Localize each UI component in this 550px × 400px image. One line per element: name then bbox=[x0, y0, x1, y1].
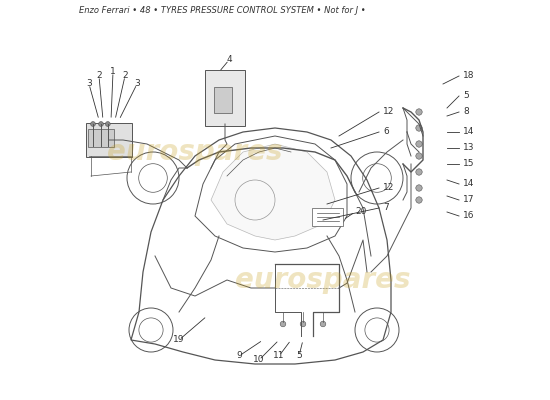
Text: 7: 7 bbox=[383, 204, 389, 212]
Text: 4: 4 bbox=[226, 56, 232, 64]
Circle shape bbox=[416, 169, 422, 175]
Circle shape bbox=[416, 109, 422, 115]
Circle shape bbox=[416, 141, 422, 147]
Text: 12: 12 bbox=[383, 108, 394, 116]
Circle shape bbox=[98, 122, 103, 126]
Text: eurospares: eurospares bbox=[107, 138, 283, 166]
Text: 8: 8 bbox=[463, 108, 469, 116]
Text: 13: 13 bbox=[463, 144, 475, 152]
Text: 15: 15 bbox=[463, 160, 475, 168]
Text: 14: 14 bbox=[463, 128, 474, 136]
Polygon shape bbox=[211, 144, 335, 240]
Circle shape bbox=[416, 197, 422, 203]
Text: 2: 2 bbox=[96, 72, 102, 80]
Circle shape bbox=[106, 122, 110, 126]
Text: 18: 18 bbox=[463, 72, 475, 80]
Text: 17: 17 bbox=[463, 196, 475, 204]
Text: 11: 11 bbox=[273, 352, 285, 360]
Text: 12: 12 bbox=[383, 184, 394, 192]
Text: 5: 5 bbox=[463, 92, 469, 100]
Circle shape bbox=[91, 122, 95, 126]
Text: 3: 3 bbox=[86, 80, 92, 88]
Circle shape bbox=[320, 321, 326, 327]
Text: 20: 20 bbox=[355, 208, 366, 216]
Text: eurospares: eurospares bbox=[235, 266, 411, 294]
Text: 3: 3 bbox=[134, 80, 140, 88]
FancyBboxPatch shape bbox=[312, 208, 343, 226]
Text: 16: 16 bbox=[463, 212, 475, 220]
Text: 19: 19 bbox=[173, 336, 185, 344]
Text: 2: 2 bbox=[122, 72, 128, 80]
Circle shape bbox=[280, 321, 286, 327]
Circle shape bbox=[416, 153, 422, 159]
Text: 1: 1 bbox=[110, 68, 116, 76]
Circle shape bbox=[300, 321, 306, 327]
Text: Enzo Ferrari • 48 • TYRES PRESSURE CONTROL SYSTEM • Not for J •: Enzo Ferrari • 48 • TYRES PRESSURE CONTR… bbox=[79, 6, 366, 15]
Text: 5: 5 bbox=[296, 352, 302, 360]
FancyBboxPatch shape bbox=[214, 87, 232, 113]
Text: 6: 6 bbox=[383, 128, 389, 136]
Circle shape bbox=[416, 185, 422, 191]
FancyBboxPatch shape bbox=[86, 123, 132, 157]
Text: 14: 14 bbox=[463, 180, 474, 188]
Text: 10: 10 bbox=[253, 356, 265, 364]
FancyBboxPatch shape bbox=[205, 70, 245, 126]
FancyBboxPatch shape bbox=[88, 129, 114, 147]
Text: 9: 9 bbox=[236, 352, 242, 360]
Circle shape bbox=[416, 125, 422, 131]
